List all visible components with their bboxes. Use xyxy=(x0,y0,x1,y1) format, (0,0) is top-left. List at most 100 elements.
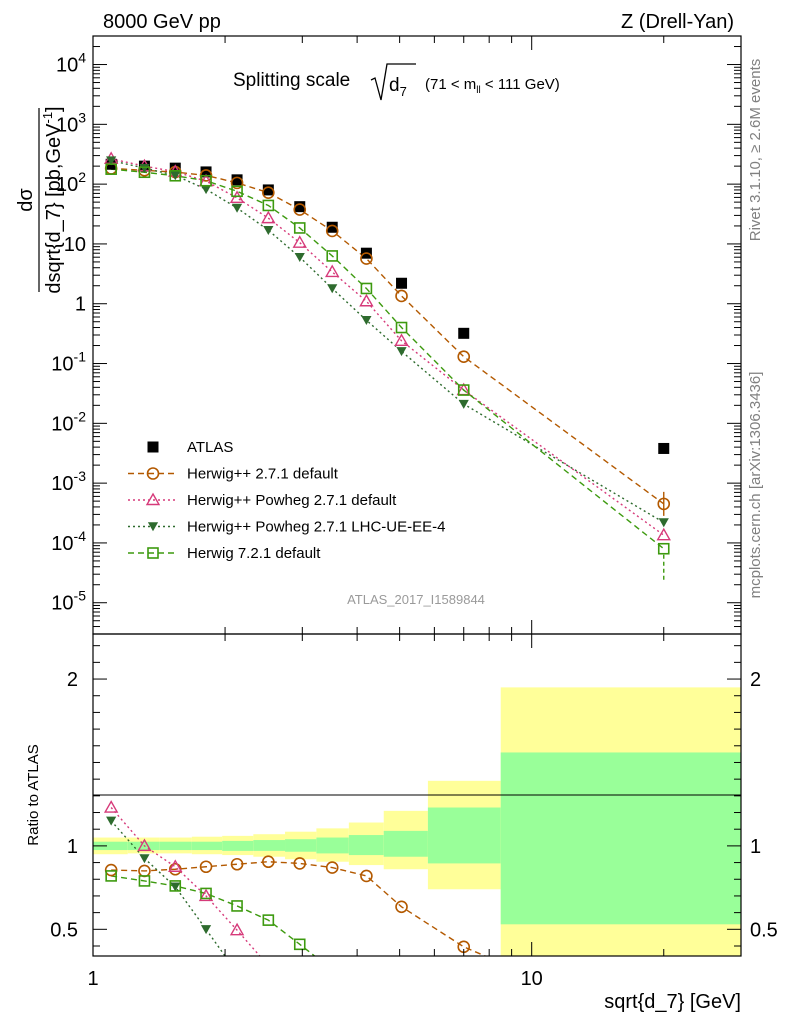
ratio-band-stat xyxy=(500,752,741,925)
ratio-y-tick-label: 1 xyxy=(67,836,78,858)
ratio-data-point xyxy=(262,855,275,869)
ratio-data-point xyxy=(104,863,118,877)
main-data-point xyxy=(457,350,471,364)
main-data-point xyxy=(106,156,117,166)
main-data-point xyxy=(169,169,182,182)
main-data-point xyxy=(229,190,245,204)
legend-label: Herwig 7.2.1 default xyxy=(187,545,321,562)
main-data-point xyxy=(656,527,671,541)
header-process-label: Z (Drell-Yan) xyxy=(621,11,734,33)
legend-label: Herwig++ 2.7.1 default xyxy=(187,466,339,483)
main-data-point xyxy=(230,176,244,190)
legend-label: Herwig++ Powheg 2.7.1 default xyxy=(187,492,397,509)
ratio-data-point xyxy=(325,861,339,874)
main-data-point xyxy=(396,347,407,357)
main-panel: 10-5 10-4 10-3 10-2 10-1 1 10 102 103 104 Splitti… xyxy=(15,35,742,635)
main-data-point xyxy=(394,333,409,346)
ratio-data-point xyxy=(230,857,244,871)
ratio-data-point xyxy=(200,887,212,900)
main-data-point xyxy=(657,542,670,555)
legend-marker xyxy=(146,467,160,480)
main-data-point xyxy=(294,201,306,213)
main-y-tick-label: 102 xyxy=(56,169,86,196)
main-data-point xyxy=(262,199,275,212)
main-data-point xyxy=(359,293,374,307)
y-label-denominator: dsqrt{d_7} [pb,GeV-1] xyxy=(40,106,65,293)
main-data-point xyxy=(361,316,372,326)
main-y-tick-label: 10-2 xyxy=(51,408,86,435)
main-data-point xyxy=(658,442,670,454)
ratio-series-line xyxy=(111,861,487,956)
main-data-point xyxy=(293,203,307,216)
ratio-y-tick-label-right: 2 xyxy=(750,669,761,691)
main-data-point xyxy=(231,185,243,198)
main-data-point xyxy=(395,289,408,303)
main-data-point xyxy=(292,235,307,248)
main-data-point xyxy=(231,203,243,213)
main-data-point xyxy=(294,252,305,262)
main-y-tick-label: 10-4 xyxy=(51,528,86,555)
ratio-data-point xyxy=(360,869,373,883)
rivet-version-label: Rivet 3.1.10, ≥ 2.6M events xyxy=(747,59,764,242)
main-data-point xyxy=(200,166,212,178)
ratio-data-point xyxy=(169,880,182,892)
main-data-point xyxy=(326,250,339,262)
plot-title-cut: (71 < mll < 111 GeV) xyxy=(425,76,560,96)
main-y-tick-label: 10 xyxy=(64,234,86,256)
ratio-data-point xyxy=(103,800,119,813)
main-y-tick-label: 104 xyxy=(56,50,86,77)
main-data-point xyxy=(105,163,117,175)
legend-label: ATLAS xyxy=(187,439,233,456)
ratio-frame xyxy=(92,633,742,957)
legend-marker xyxy=(147,547,159,559)
main-y-tick-label: 10-1 xyxy=(51,349,86,376)
main-data-point xyxy=(262,186,275,199)
main-data-point xyxy=(325,224,339,238)
ratio-band-stat xyxy=(93,841,128,851)
ratio-data-point xyxy=(170,882,181,892)
legend-marker xyxy=(147,441,159,453)
header-collision-label: 8000 GeV pp xyxy=(103,11,221,33)
ratio-data-point xyxy=(105,870,117,882)
ratio-band-stat xyxy=(427,807,501,864)
ratio-band-stat xyxy=(348,835,384,856)
ratio-band-stat xyxy=(159,841,192,851)
main-data-point xyxy=(200,185,212,195)
plot-title-symbol: d7 xyxy=(389,75,407,99)
x-tick-label: 1 xyxy=(87,968,98,990)
main-data-point xyxy=(263,225,274,235)
main-series-line xyxy=(111,167,665,505)
ratio-y-tick-label-right: 1 xyxy=(750,836,761,858)
legend-label: Herwig++ Powheg 2.7.1 LHC-UE-EE-4 xyxy=(187,519,445,536)
ratio-y-tick-label-right: 0.5 xyxy=(750,919,778,941)
ratio-data-point xyxy=(137,838,152,852)
ratio-data-point xyxy=(200,925,212,935)
plot-title-main: Splitting scale xyxy=(233,70,350,91)
ratio-data-point xyxy=(293,857,307,870)
ratio-data-point xyxy=(262,914,275,926)
legend-entry: Herwig++ 2.7.1 default xyxy=(128,466,339,483)
legend-entry: ATLAS xyxy=(147,439,233,456)
ratio-data-point xyxy=(106,816,117,826)
ratio-data-point xyxy=(231,900,243,912)
main-y-tick-label: 103 xyxy=(56,109,86,136)
main-data-point xyxy=(170,171,181,181)
ratio-band-stat xyxy=(316,837,349,854)
x-axis-label: sqrt{d_7} [GeV] xyxy=(604,991,741,1013)
ratio-y-tick-label: 0.5 xyxy=(50,919,78,941)
ratio-y-tick-label: 2 xyxy=(67,669,78,691)
legend-entry: Herwig 7.2.1 default xyxy=(128,545,321,562)
main-data-point xyxy=(360,252,373,265)
main-data-point xyxy=(657,497,671,511)
main-y-tick-label: 10-5 xyxy=(51,588,86,615)
main-data-point xyxy=(261,210,276,224)
legend-entry: Herwig++ Powheg 2.7.1 LHC-UE-EE-4 xyxy=(128,519,445,536)
main-data-point xyxy=(200,174,212,187)
main-data-point xyxy=(262,184,274,196)
plot-title: Splitting scale xyxy=(233,70,350,91)
main-data-point xyxy=(395,321,408,334)
ratio-series-line xyxy=(110,820,226,956)
ratio-band-stat xyxy=(383,830,428,857)
main-data-point xyxy=(326,221,338,233)
